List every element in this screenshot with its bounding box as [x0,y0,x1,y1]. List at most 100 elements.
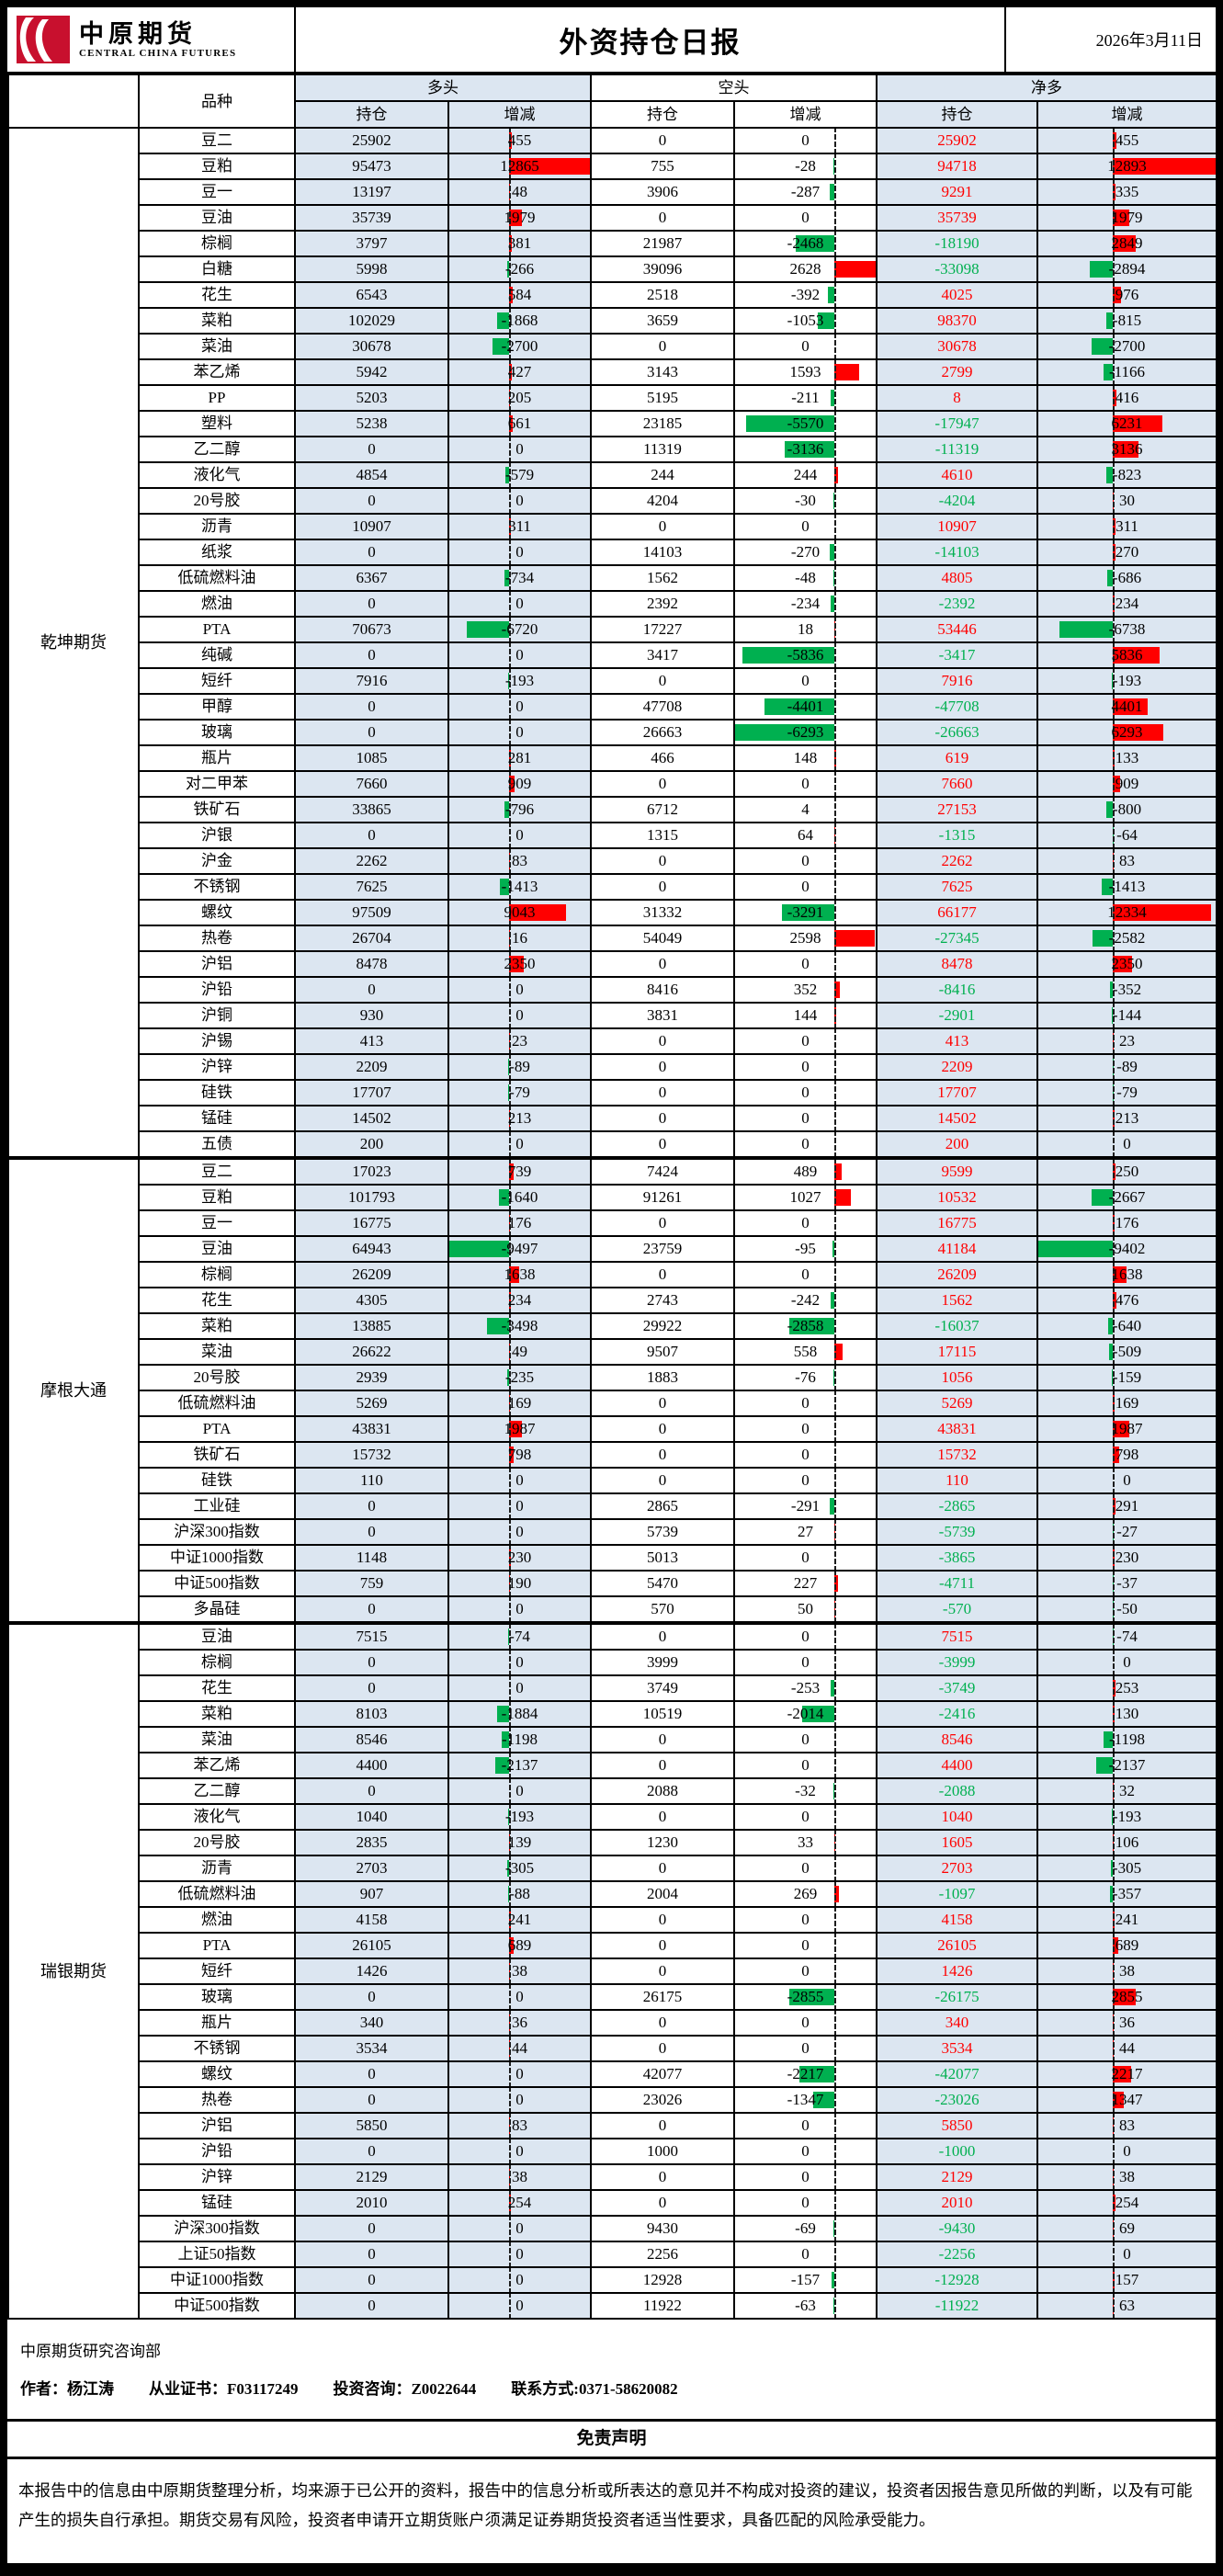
cell-long-change: 23 [448,1028,591,1054]
zero-axis-line [509,1984,511,2010]
variety-label: PTA [139,617,295,642]
variety-label: 铁矿石 [139,797,295,823]
change-value: 0 [801,2014,810,2031]
cell-long-position: 14502 [295,1106,448,1131]
increase-data-bar [834,364,859,380]
col-subheader-short-position: 持仓 [591,101,734,128]
change-value: -95 [795,1240,816,1257]
change-value: 0 [515,440,524,458]
cell-short-change: 0 [734,514,877,539]
variety-label: 乙二醇 [139,437,295,462]
cell-short-position: 0 [591,2036,734,2061]
change-value: -823 [1113,466,1141,483]
zero-axis-line [834,1339,836,1365]
cell-long-change: 0 [448,1003,591,1028]
zero-axis-line [834,128,836,153]
cell-net-change: 254 [1037,2190,1217,2216]
zero-axis-line [834,385,836,411]
cell-net-change: 176 [1037,1210,1217,1236]
change-value: 83 [1119,2116,1135,2134]
author-line-segment: 投资咨询：Z0022644 [333,2380,476,2398]
cell-long-position: 4158 [295,1907,448,1933]
cell-short-change: 4 [734,797,877,823]
cell-net-position: -26175 [877,1984,1037,2010]
change-value: 0 [515,723,524,741]
cell-short-change: 0 [734,1210,877,1236]
change-value: 689 [1115,1936,1139,1954]
change-value: 1638 [1112,1265,1143,1283]
cell-net-change: 250 [1037,1158,1217,1185]
variety-label: 豆粕 [139,1185,295,1210]
change-value: 0 [801,1628,810,1645]
variety-label: 中证1000指数 [139,1545,295,1571]
variety-label: PP [139,385,295,411]
cell-short-position: 6712 [591,797,734,823]
cell-short-position: 10519 [591,1701,734,1727]
variety-label: 中证500指数 [139,2293,295,2319]
cell-net-change: -352 [1037,977,1217,1003]
cell-long-position: 0 [295,1493,448,1519]
cell-long-position: 0 [295,694,448,720]
cell-net-position: 7916 [877,668,1037,694]
zero-axis-line [834,1650,836,1675]
change-value: 1347 [1112,2091,1143,2108]
zero-axis-line [1113,2241,1115,2267]
change-value: 416 [1115,389,1139,406]
cell-short-change: -32 [734,1778,877,1804]
cell-net-change: 133 [1037,745,1217,771]
zero-axis-line [834,1262,836,1288]
change-value: -2700 [1109,337,1146,355]
change-value: 83 [512,852,527,869]
zero-axis-line [509,1519,511,1545]
change-value: 33 [798,1833,813,1851]
change-value: 1987 [504,1420,536,1437]
logo-mark-icon [17,16,70,63]
cell-net-change: 38 [1037,1958,1217,1984]
cell-net-position: 15732 [877,1442,1037,1468]
zero-axis-line [509,1675,511,1701]
zero-axis-line [834,771,836,797]
cell-short-position: 1562 [591,565,734,591]
cell-short-position: 0 [591,1727,734,1753]
change-value: 269 [794,1885,818,1902]
zero-axis-line [1113,848,1115,874]
zero-axis-line [1113,1596,1115,1623]
cell-short-change: 0 [734,2241,877,2267]
cell-net-change: 63 [1037,2293,1217,2319]
cell-net-change: -50 [1037,1596,1217,1623]
cell-short-position: 0 [591,1210,734,1236]
cell-net-position: 340 [877,2010,1037,2036]
cell-long-position: 17707 [295,1080,448,1106]
cell-net-position: -2392 [877,591,1037,617]
zero-axis-line [509,2267,511,2293]
cell-short-change: 27 [734,1519,877,1545]
cell-long-change: 0 [448,1131,591,1158]
change-value: 23 [512,1032,527,1050]
cell-net-change: 2855 [1037,1984,1217,2010]
change-value: 1027 [790,1188,821,1206]
variety-label: 棕榈 [139,1650,295,1675]
cell-short-change: 352 [734,977,877,1003]
cell-long-position: 26622 [295,1339,448,1365]
cell-net-change: 1347 [1037,2087,1217,2113]
zero-axis-line [834,462,836,488]
cell-long-position: 10907 [295,514,448,539]
change-value: 0 [801,1109,810,1127]
cell-short-change: 0 [734,1958,877,1984]
cell-short-change: 0 [734,1054,877,1080]
change-value: 169 [508,1394,532,1412]
cell-short-change: 0 [734,1080,877,1106]
cell-short-change: -95 [734,1236,877,1262]
change-value: 38 [1119,1962,1135,1980]
